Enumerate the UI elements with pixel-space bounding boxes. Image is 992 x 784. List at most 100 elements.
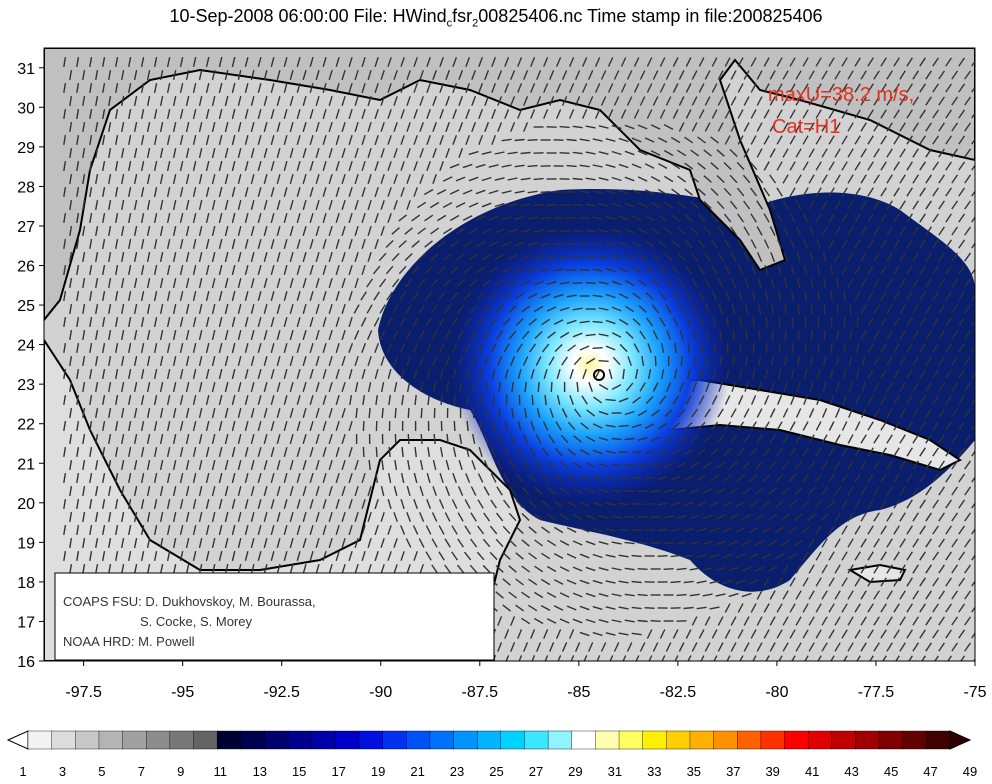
wind-vector	[925, 226, 932, 236]
wind-vector	[906, 369, 913, 379]
wind-vector	[391, 278, 400, 288]
wind-vector	[886, 226, 893, 236]
wind-vector	[698, 109, 705, 119]
wind-vector	[166, 108, 171, 120]
wind-vector	[964, 642, 972, 652]
wind-vector	[605, 450, 616, 454]
wind-vector	[432, 148, 437, 158]
wind-vector	[503, 499, 511, 509]
wind-vector	[554, 500, 564, 508]
category-label: Cat=H1	[772, 116, 840, 138]
wind-vector	[899, 434, 906, 444]
wind-vector	[166, 446, 171, 458]
wind-vector	[192, 212, 197, 224]
wind-vector	[537, 381, 540, 393]
wind-vector	[769, 616, 776, 626]
wind-vector	[302, 356, 307, 366]
wind-vector	[328, 69, 333, 81]
wind-vector	[244, 551, 249, 561]
storm-wind-field	[450, 225, 730, 505]
wind-vector	[335, 394, 340, 406]
wind-vector	[570, 655, 575, 661]
wind-vector	[302, 564, 307, 574]
wind-vector	[400, 161, 405, 171]
wind-vector	[516, 447, 523, 457]
wind-vector	[716, 149, 725, 157]
wind-vector	[63, 368, 67, 380]
wind-vector	[843, 655, 848, 661]
wind-vector	[192, 498, 197, 510]
wind-vector	[82, 199, 86, 211]
wind-vector	[270, 161, 275, 171]
wind-vector	[237, 96, 242, 106]
wind-vector	[82, 303, 86, 315]
wind-vector	[618, 580, 629, 584]
wind-vector	[644, 450, 655, 454]
wind-vector	[778, 342, 781, 354]
wind-vector	[133, 485, 138, 497]
wind-vector	[276, 148, 281, 158]
wind-vector	[856, 655, 861, 661]
colorbar-swatch	[666, 730, 691, 750]
wind-vector	[69, 511, 73, 523]
wind-vector	[400, 57, 405, 67]
wind-vector	[89, 160, 93, 172]
wind-vector	[516, 343, 523, 353]
wind-vector	[159, 355, 164, 367]
wind-vector	[483, 486, 490, 496]
wind-vector	[76, 212, 80, 224]
wind-vector	[867, 317, 874, 327]
wind-vector	[886, 486, 893, 496]
wind-vector	[224, 121, 229, 133]
wind-vector	[361, 108, 366, 120]
wind-vector	[417, 201, 427, 209]
wind-vector	[172, 277, 177, 289]
wind-vector	[444, 304, 452, 314]
wind-vector	[730, 252, 737, 262]
wind-vector	[495, 512, 504, 522]
wind-vector	[698, 265, 705, 275]
wind-vector	[932, 369, 939, 379]
wind-vector	[283, 83, 288, 93]
wind-vector	[816, 264, 821, 276]
wind-vector	[263, 564, 268, 574]
wind-vector	[250, 460, 255, 470]
wind-vector	[231, 108, 236, 120]
wind-vector	[289, 382, 294, 392]
wind-vector	[367, 69, 372, 81]
wind-vector	[198, 537, 203, 549]
wind-vector	[257, 421, 262, 431]
wind-vector	[192, 264, 197, 276]
wind-vector	[89, 550, 93, 562]
wind-vector	[153, 108, 158, 120]
wind-vector	[400, 83, 405, 93]
wind-vector	[270, 135, 275, 145]
wind-vector	[685, 291, 692, 301]
wind-vector	[704, 96, 711, 106]
wind-vector	[938, 434, 945, 444]
wind-vector	[387, 109, 392, 119]
wind-vector	[121, 95, 125, 107]
wind-vector	[657, 449, 668, 455]
wind-vector	[729, 434, 738, 444]
wind-vector	[102, 342, 106, 354]
wind-vector	[861, 381, 866, 393]
wind-vector	[585, 229, 596, 233]
wind-vector	[309, 239, 314, 249]
wind-vector	[481, 151, 492, 155]
wind-vector	[531, 655, 536, 661]
wind-vector	[687, 655, 692, 661]
wind-vector	[328, 303, 333, 315]
wind-vector	[185, 537, 190, 549]
title-file-label: File:	[353, 6, 388, 26]
wind-vector	[341, 225, 346, 237]
wind-vector	[828, 213, 835, 223]
wind-vector	[367, 251, 372, 263]
wind-vector	[945, 213, 952, 223]
wind-vector	[309, 499, 314, 509]
wind-vector	[205, 524, 210, 536]
wind-vector	[698, 291, 705, 301]
wind-vector	[315, 434, 320, 444]
wind-vector	[559, 306, 570, 312]
wind-vector	[462, 189, 473, 195]
